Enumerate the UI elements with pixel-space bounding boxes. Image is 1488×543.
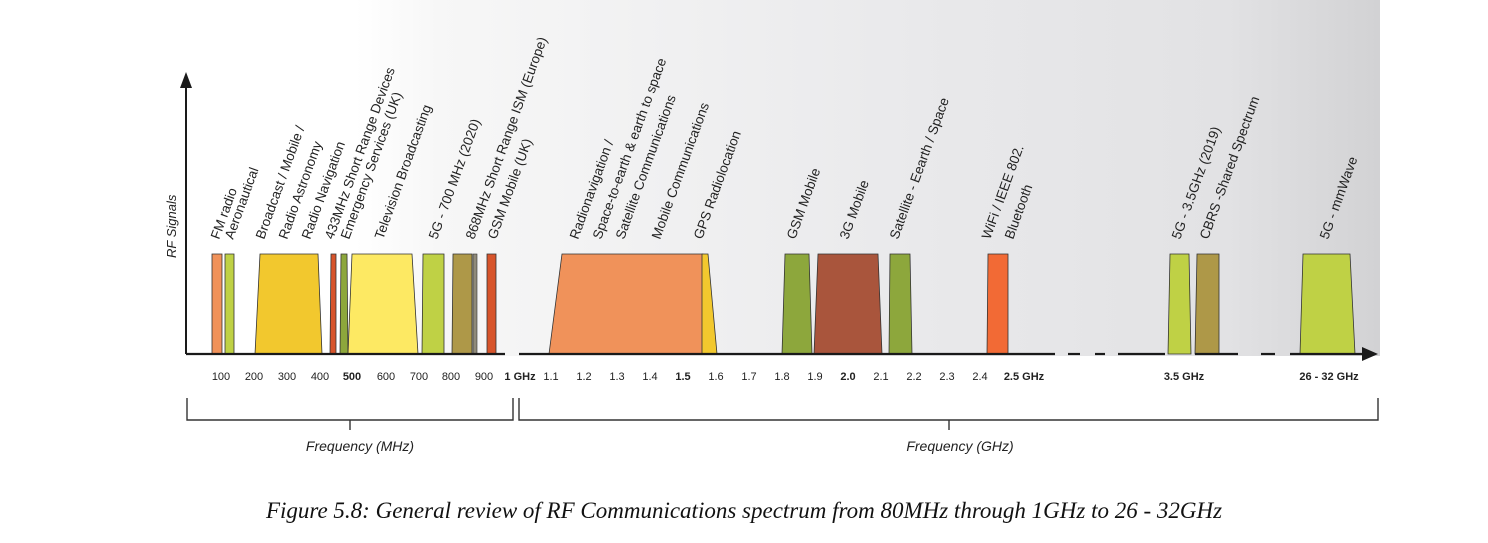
tick-label: 2.3	[939, 371, 954, 383]
tick-label: 700	[410, 371, 428, 383]
tick-label: 400	[311, 371, 329, 383]
tick-label: 500	[343, 371, 361, 383]
tick-label: 600	[377, 371, 395, 383]
tick-labels-layer: 100 200 300 400 500 600 700 800 900 1 GHz 1.1 1.2 1.…	[212, 371, 1359, 383]
tick-label: 2.5 GHz	[1004, 371, 1045, 383]
tick-label: 2.1	[873, 371, 888, 383]
tick-label: 300	[278, 371, 296, 383]
tick-label: 2.2	[906, 371, 921, 383]
band-television-broadcasting	[347, 253, 419, 355]
band-wifi-ieee-802	[986, 253, 1009, 355]
tick-label: 2.4	[972, 371, 987, 383]
tick-label: 100	[212, 371, 230, 383]
range-label-mhz: Frequency (MHz)	[306, 438, 414, 454]
tick-label: 800	[442, 371, 460, 383]
band-gsm-mobile	[781, 253, 813, 355]
band-868mhz-short-range-ism-europe	[451, 253, 473, 355]
range-label-ghz: Frequency (GHz)	[906, 438, 1013, 454]
band-fm-radio	[211, 253, 223, 355]
bands-layer	[211, 253, 1356, 355]
tick-label: 1.3	[609, 371, 624, 383]
band-radionavigation	[548, 253, 707, 355]
band-5g-3-5ghz-2019	[1167, 253, 1192, 355]
band-aeronautical	[224, 253, 235, 355]
tick-label: 2.0	[840, 371, 855, 383]
tick-label: 1.8	[774, 371, 789, 383]
band-3g-mobile	[813, 253, 883, 355]
tick-label: 1.9	[807, 371, 822, 383]
frequency-brackets	[186, 398, 1379, 430]
band-satellite-eearth-space	[888, 253, 913, 355]
figure-caption: Figure 5.8: General review of RF Communi…	[265, 498, 1223, 523]
tick-label: 1.2	[576, 371, 591, 383]
range-bracket	[186, 398, 514, 430]
y-axis-arrow-icon	[180, 72, 192, 88]
band-5g-mmwave	[1299, 253, 1356, 355]
band-broadcast-mobile	[254, 253, 323, 355]
band-gsm-mobile-uk	[486, 253, 497, 355]
y-axis-label: RF Signals	[164, 194, 179, 258]
tick-label: 900	[475, 371, 493, 383]
band-cbrs-shared-spectrum	[1194, 253, 1220, 355]
tick-label: 26 - 32 GHz	[1299, 371, 1359, 383]
x-axis-arrow-icon	[1362, 347, 1378, 361]
tick-label: 1.5	[675, 371, 690, 383]
tick-label: 1.1	[543, 371, 558, 383]
tick-label: 3.5 GHz	[1164, 371, 1205, 383]
tick-label: 1 GHz	[504, 371, 536, 383]
band-radio-navigation	[329, 253, 337, 355]
tick-label: 1.4	[642, 371, 657, 383]
tick-label: 1.7	[741, 371, 756, 383]
band-433mhz-short-range-devices	[339, 253, 349, 355]
band-868mhz-sliver	[472, 253, 478, 355]
axes-layer	[180, 72, 1378, 361]
band-5g-700-mhz-2020	[421, 253, 445, 355]
tick-label: 1.6	[708, 371, 723, 383]
range-bracket	[518, 398, 1379, 430]
tick-label: 200	[245, 371, 263, 383]
